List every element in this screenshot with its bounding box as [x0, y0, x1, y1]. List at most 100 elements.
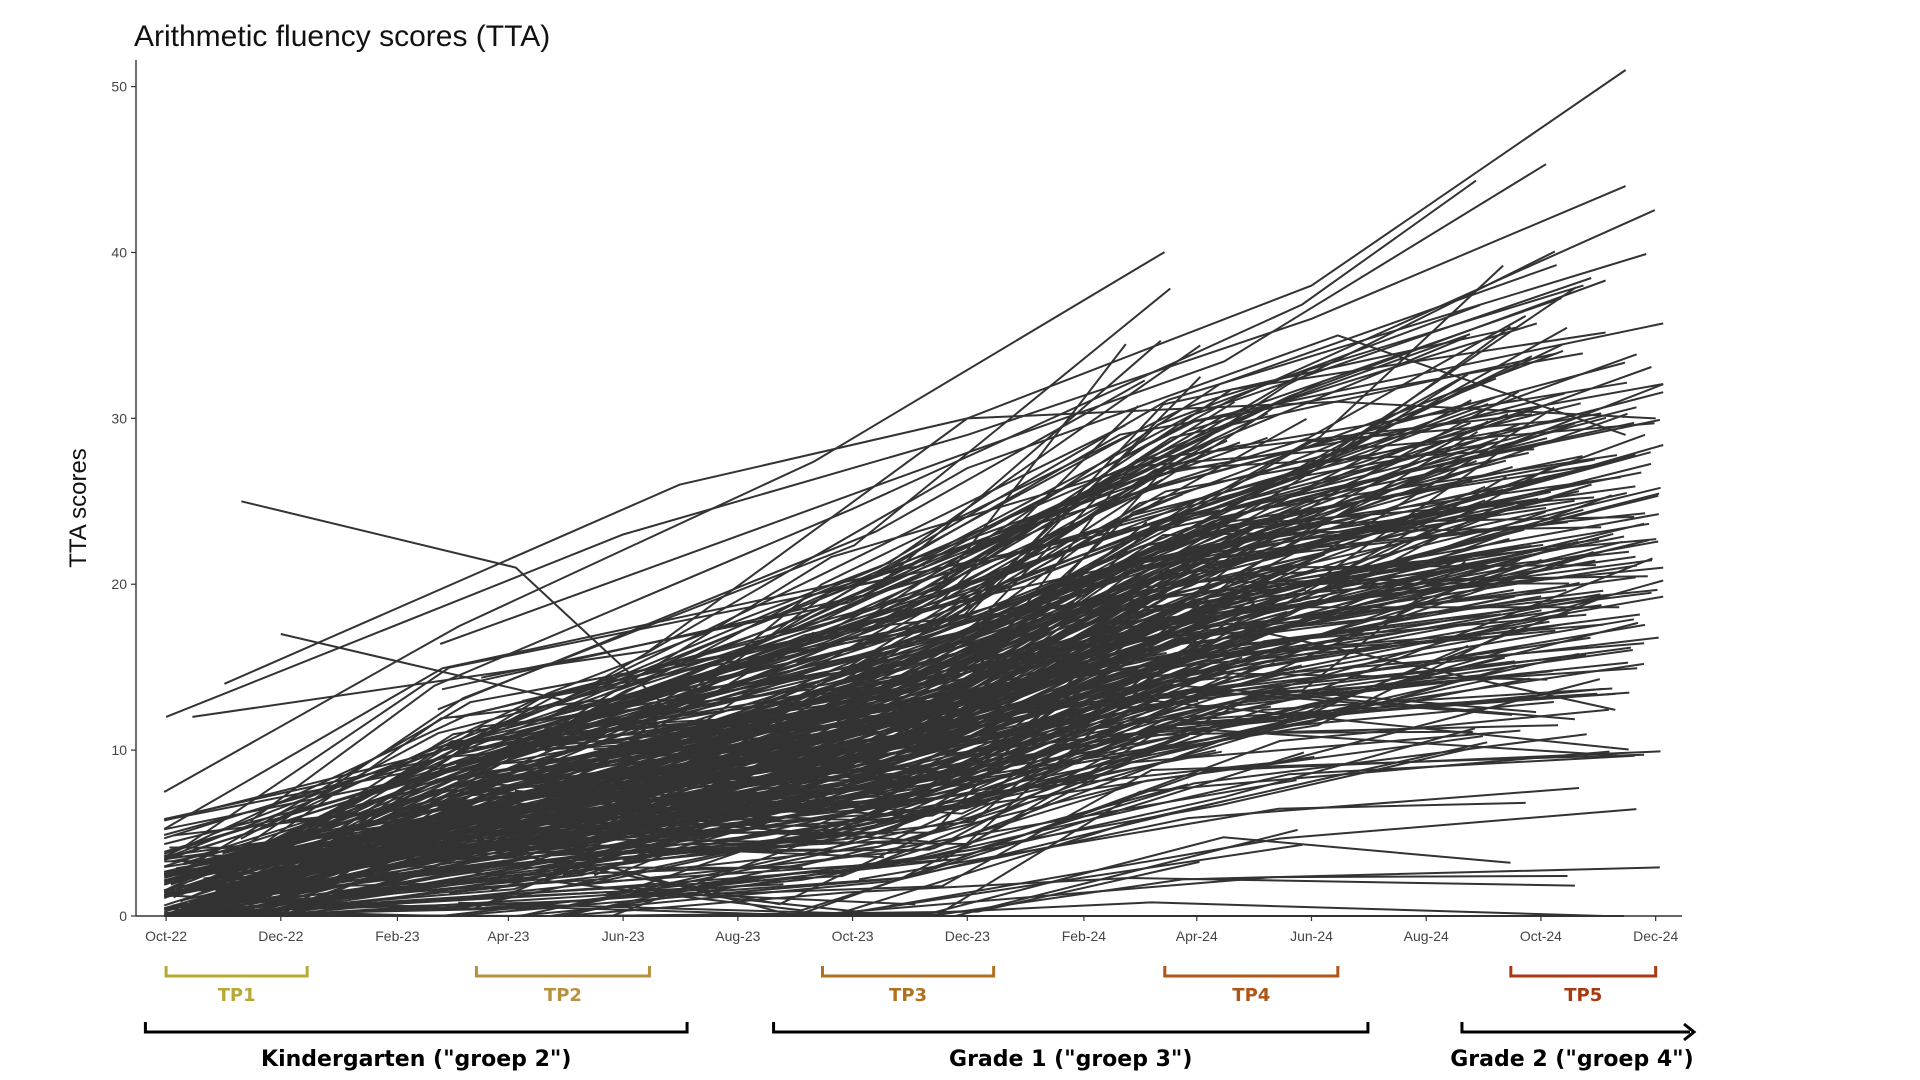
trajectory-line [468, 670, 1553, 881]
timepoint-bracket [474, 966, 651, 978]
trajectory-lines [163, 69, 1664, 918]
trajectory-line [179, 593, 1467, 903]
y-axis-ticks: 0 10 20 30 40 50 [111, 79, 136, 924]
trajectory-line [164, 418, 1307, 861]
x-tick-label: Apr-24 [1176, 928, 1218, 944]
trajectory-line [163, 343, 1564, 868]
trajectory-line [458, 750, 1610, 917]
timepoint-brackets: TP1 TP2 TP3 TP4 TP5 [164, 966, 1658, 1006]
trajectory-line [289, 782, 845, 877]
y-tick-label: 0 [119, 908, 127, 924]
trajectory-line [461, 625, 1616, 835]
trajectory-line [484, 787, 1580, 909]
trajectory-line [606, 727, 1476, 895]
trajectory-line [244, 866, 803, 917]
trajectory-line [899, 421, 1635, 667]
trajectory-line [163, 465, 1553, 917]
trajectory-line [269, 732, 811, 896]
trajectory-line [439, 163, 1547, 645]
trajectory-line [622, 636, 1482, 861]
arrow-icon [1683, 1022, 1697, 1042]
trajectory-line [241, 500, 1026, 702]
trajectory-line [455, 519, 1261, 766]
trajectory-line [164, 547, 1240, 822]
y-tick-label: 50 [111, 79, 127, 95]
x-tick-label: Oct-24 [1520, 928, 1562, 944]
phase-bracket [772, 1022, 1370, 1034]
x-tick-label: Dec-24 [1633, 928, 1678, 944]
trajectory-line [545, 677, 1530, 854]
trajectory-line [170, 454, 1618, 886]
trajectory-line [192, 400, 1656, 718]
trajectory-line [274, 687, 1613, 864]
timepoint-label: TP5 [1564, 985, 1602, 1006]
trajectory-line [455, 406, 1275, 719]
trajectory-line [882, 277, 1592, 580]
trajectory-line [249, 179, 1477, 822]
x-tick-label: Dec-23 [945, 928, 990, 944]
x-tick-label: Aug-23 [715, 928, 760, 944]
x-tick-label: Jun-23 [602, 928, 645, 944]
trajectory-line [463, 550, 1630, 796]
trajectory-line [164, 691, 1630, 918]
trajectory-line [788, 558, 1521, 745]
trajectory-line [163, 563, 926, 830]
trajectory-line [164, 732, 932, 885]
trajectory-line [455, 755, 1315, 911]
trajectory-line [893, 664, 1516, 809]
trajectory-line [215, 284, 1584, 917]
trajectory-line [240, 608, 919, 840]
phase-label: Grade 2 ("groep 4") [1450, 1047, 1693, 1072]
trajectory-line [604, 510, 1547, 800]
trajectory-line [266, 883, 784, 917]
trajectory-line [437, 379, 1146, 711]
trajectory-line [165, 725, 1622, 917]
trajectory-line [163, 381, 1628, 858]
x-tick-label: Oct-23 [832, 928, 874, 944]
trajectory-line [788, 322, 1664, 630]
trajectory-line [202, 464, 1485, 894]
chart-title: Arithmetic fluency scores (TTA) [134, 20, 550, 53]
x-tick-label: Apr-23 [487, 928, 529, 944]
timepoint-label: TP2 [544, 985, 582, 1006]
trajectory-line [544, 499, 1197, 747]
timepoint-label: TP4 [1232, 985, 1270, 1006]
trajectory-line [233, 535, 1625, 869]
trajectory-line [163, 646, 1632, 915]
y-tick-label: 10 [111, 742, 127, 758]
y-tick-label: 30 [111, 410, 127, 426]
trajectory-line [282, 376, 1202, 853]
y-tick-label: 40 [111, 244, 127, 260]
trajectory-line [273, 613, 1641, 902]
x-tick-label: Feb-24 [1062, 928, 1107, 944]
timepoint-bracket [1163, 966, 1340, 978]
trajectory-line [922, 528, 1525, 711]
trajectory-line [163, 352, 1558, 821]
trajectory-line [563, 424, 1126, 701]
trajectory-line [163, 251, 1166, 793]
phase-label: Grade 1 ("groep 3") [949, 1047, 1192, 1072]
trajectory-line [514, 633, 1249, 815]
trajectory-line [441, 209, 1656, 691]
trajectory-line [163, 589, 1248, 876]
trajectory-line [164, 783, 1189, 915]
trajectory-line [830, 741, 1488, 917]
timepoint-bracket [820, 966, 996, 978]
trajectory-line [180, 687, 1221, 917]
x-tick-label: Dec-22 [258, 928, 303, 944]
trajectory-line [214, 589, 1567, 895]
trajectory-line [578, 708, 1610, 885]
trajectory-line [163, 729, 955, 917]
trajectory-line [457, 315, 1527, 783]
x-axis-ticks: Oct-22 Dec-22 Feb-23 Apr-23 Jun-23 Aug-23 Oct-… [145, 916, 1678, 944]
x-tick-label: Jun-24 [1290, 928, 1333, 944]
x-tick-label: Oct-22 [145, 928, 187, 944]
trajectory-line [574, 297, 1562, 728]
trajectory-line [272, 667, 1638, 895]
phase-label: Kindergarten ("groep 2") [261, 1047, 571, 1072]
trajectory-line [538, 325, 1512, 737]
trajectory-line [163, 407, 1533, 860]
trajectory-line [184, 632, 839, 870]
timepoint-bracket [1509, 966, 1658, 978]
